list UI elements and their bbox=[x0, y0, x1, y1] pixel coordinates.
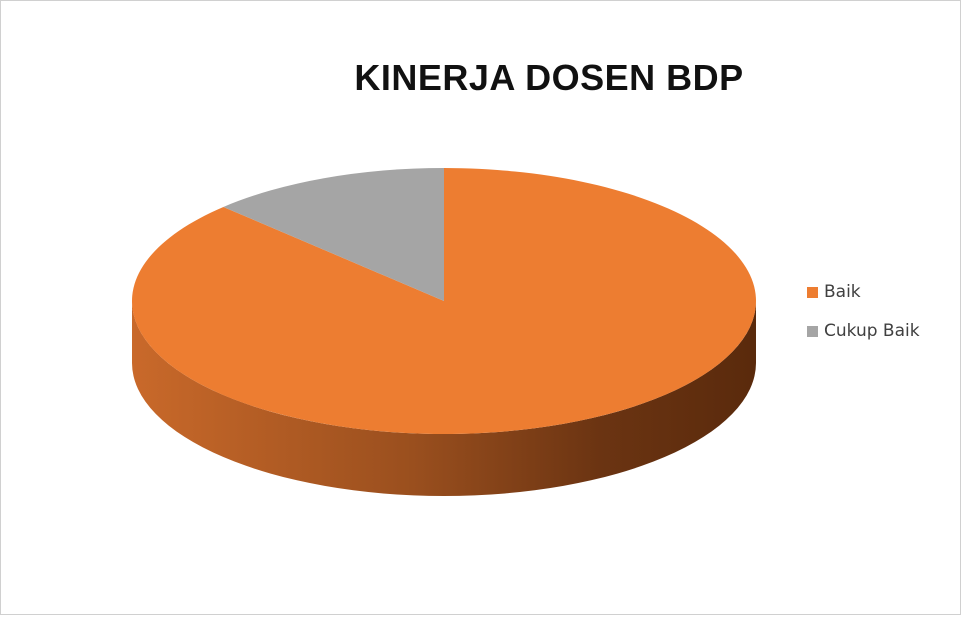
legend: Baik Cukup Baik bbox=[807, 281, 920, 359]
legend-label-cukup-baik: Cukup Baik bbox=[824, 321, 920, 341]
legend-swatch-cukup-baik bbox=[807, 325, 818, 337]
legend-item-cukup-baik: Cukup Baik bbox=[807, 320, 920, 342]
legend-label-baik: Baik bbox=[824, 282, 861, 302]
pie-side-wall bbox=[132, 301, 756, 496]
legend-swatch-baik bbox=[807, 286, 818, 298]
pie-slice-cukup-baik bbox=[223, 168, 444, 301]
chart-title: KINERJA DOSEN BDP bbox=[354, 57, 744, 98]
legend-item-baik: Baik bbox=[807, 281, 920, 303]
